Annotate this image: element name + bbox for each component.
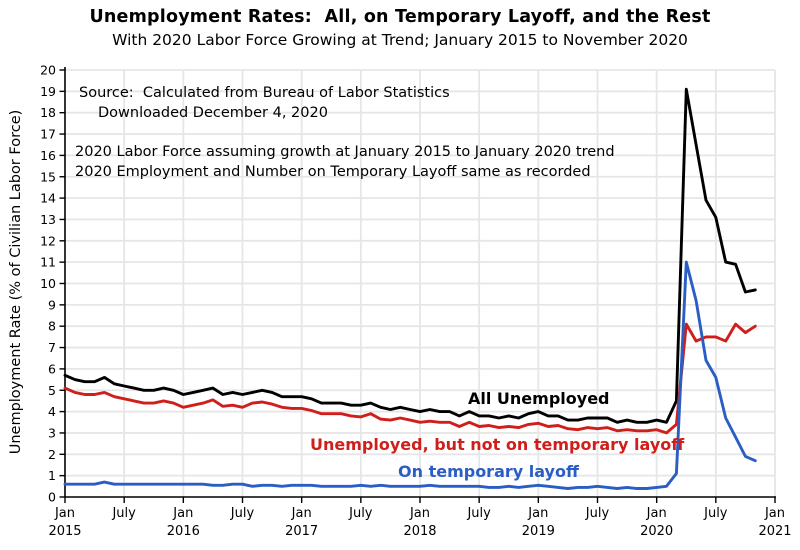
x-tick-label: July xyxy=(466,506,491,521)
x-tick-label: Jan xyxy=(172,506,193,521)
x-tick-year-label: 2021 xyxy=(758,524,791,539)
series-label-all-unemployed: All Unemployed xyxy=(468,389,610,408)
x-tick-year-label: 2018 xyxy=(403,524,436,539)
series-line-unemployed-but-not-on-temporary-layoff xyxy=(63,322,757,435)
y-tick-label: 8 xyxy=(48,319,56,334)
y-tick-label: 1 xyxy=(48,468,56,483)
y-tick-label: 10 xyxy=(40,276,56,291)
y-tick-label: 6 xyxy=(48,361,56,376)
y-tick-label: 5 xyxy=(48,383,56,398)
x-tick-label: July xyxy=(348,506,373,521)
x-tick-year-label: 2019 xyxy=(522,524,555,539)
chart-title: Unemployment Rates: All, on Temporary La… xyxy=(89,7,711,27)
x-tick-year-label: 2020 xyxy=(640,524,673,539)
x-tick-year-label: 2015 xyxy=(48,524,81,539)
y-tick-label: 17 xyxy=(40,127,56,142)
x-tick-label: July xyxy=(111,506,136,521)
x-tick-label: Jan xyxy=(646,506,667,521)
y-tick-label: 4 xyxy=(48,404,56,419)
series-label-not-temporary-layoff: Unemployed, but not on temporary layoff xyxy=(310,435,685,454)
y-tick-label: 9 xyxy=(48,297,56,312)
x-tick-label: July xyxy=(703,506,728,521)
y-tick-label: 12 xyxy=(40,233,56,248)
method-note-line2: 2020 Employment and Number on Temporary … xyxy=(75,164,591,180)
x-tick-year-label: 2016 xyxy=(167,524,200,539)
x-tick-label: Jan xyxy=(764,506,785,521)
y-tick-label: 14 xyxy=(40,191,56,206)
x-tick-label: Jan xyxy=(409,506,430,521)
y-tick-label: 13 xyxy=(40,212,56,227)
y-tick-label: 20 xyxy=(40,63,56,78)
y-tick-label: 2 xyxy=(48,447,56,462)
chart-subtitle: With 2020 Labor Force Growing at Trend; … xyxy=(112,31,688,49)
series-label-temporary-layoff: On temporary layoff xyxy=(398,462,579,481)
y-tick-label: 19 xyxy=(40,84,56,99)
x-tick-label: July xyxy=(230,506,255,521)
y-tick-label: 7 xyxy=(48,340,56,355)
x-tick-label: Jan xyxy=(54,506,75,521)
series-line-all-unemployed xyxy=(63,87,757,424)
y-tick-label: 11 xyxy=(40,255,56,270)
x-tick-label: Jan xyxy=(291,506,312,521)
y-tick-label: 16 xyxy=(40,148,56,163)
method-note-line1: 2020 Labor Force assuming growth at Janu… xyxy=(75,144,615,160)
series-line-on-temporary-layoff xyxy=(63,260,757,490)
y-tick-label: 0 xyxy=(48,490,56,505)
y-tick-label: 15 xyxy=(40,169,56,184)
y-axis-title: Unemployment Rate (% of Civilian Labor F… xyxy=(8,109,24,455)
y-tick-label: 18 xyxy=(40,105,56,120)
x-tick-label: Jan xyxy=(527,506,548,521)
source-note-line1: Source: Calculated from Bureau of Labor … xyxy=(79,85,450,101)
x-tick-year-label: 2017 xyxy=(285,524,318,539)
y-tick-label: 3 xyxy=(48,425,56,440)
x-tick-label: July xyxy=(585,506,610,521)
source-note-line2: Downloaded December 4, 2020 xyxy=(98,105,328,121)
